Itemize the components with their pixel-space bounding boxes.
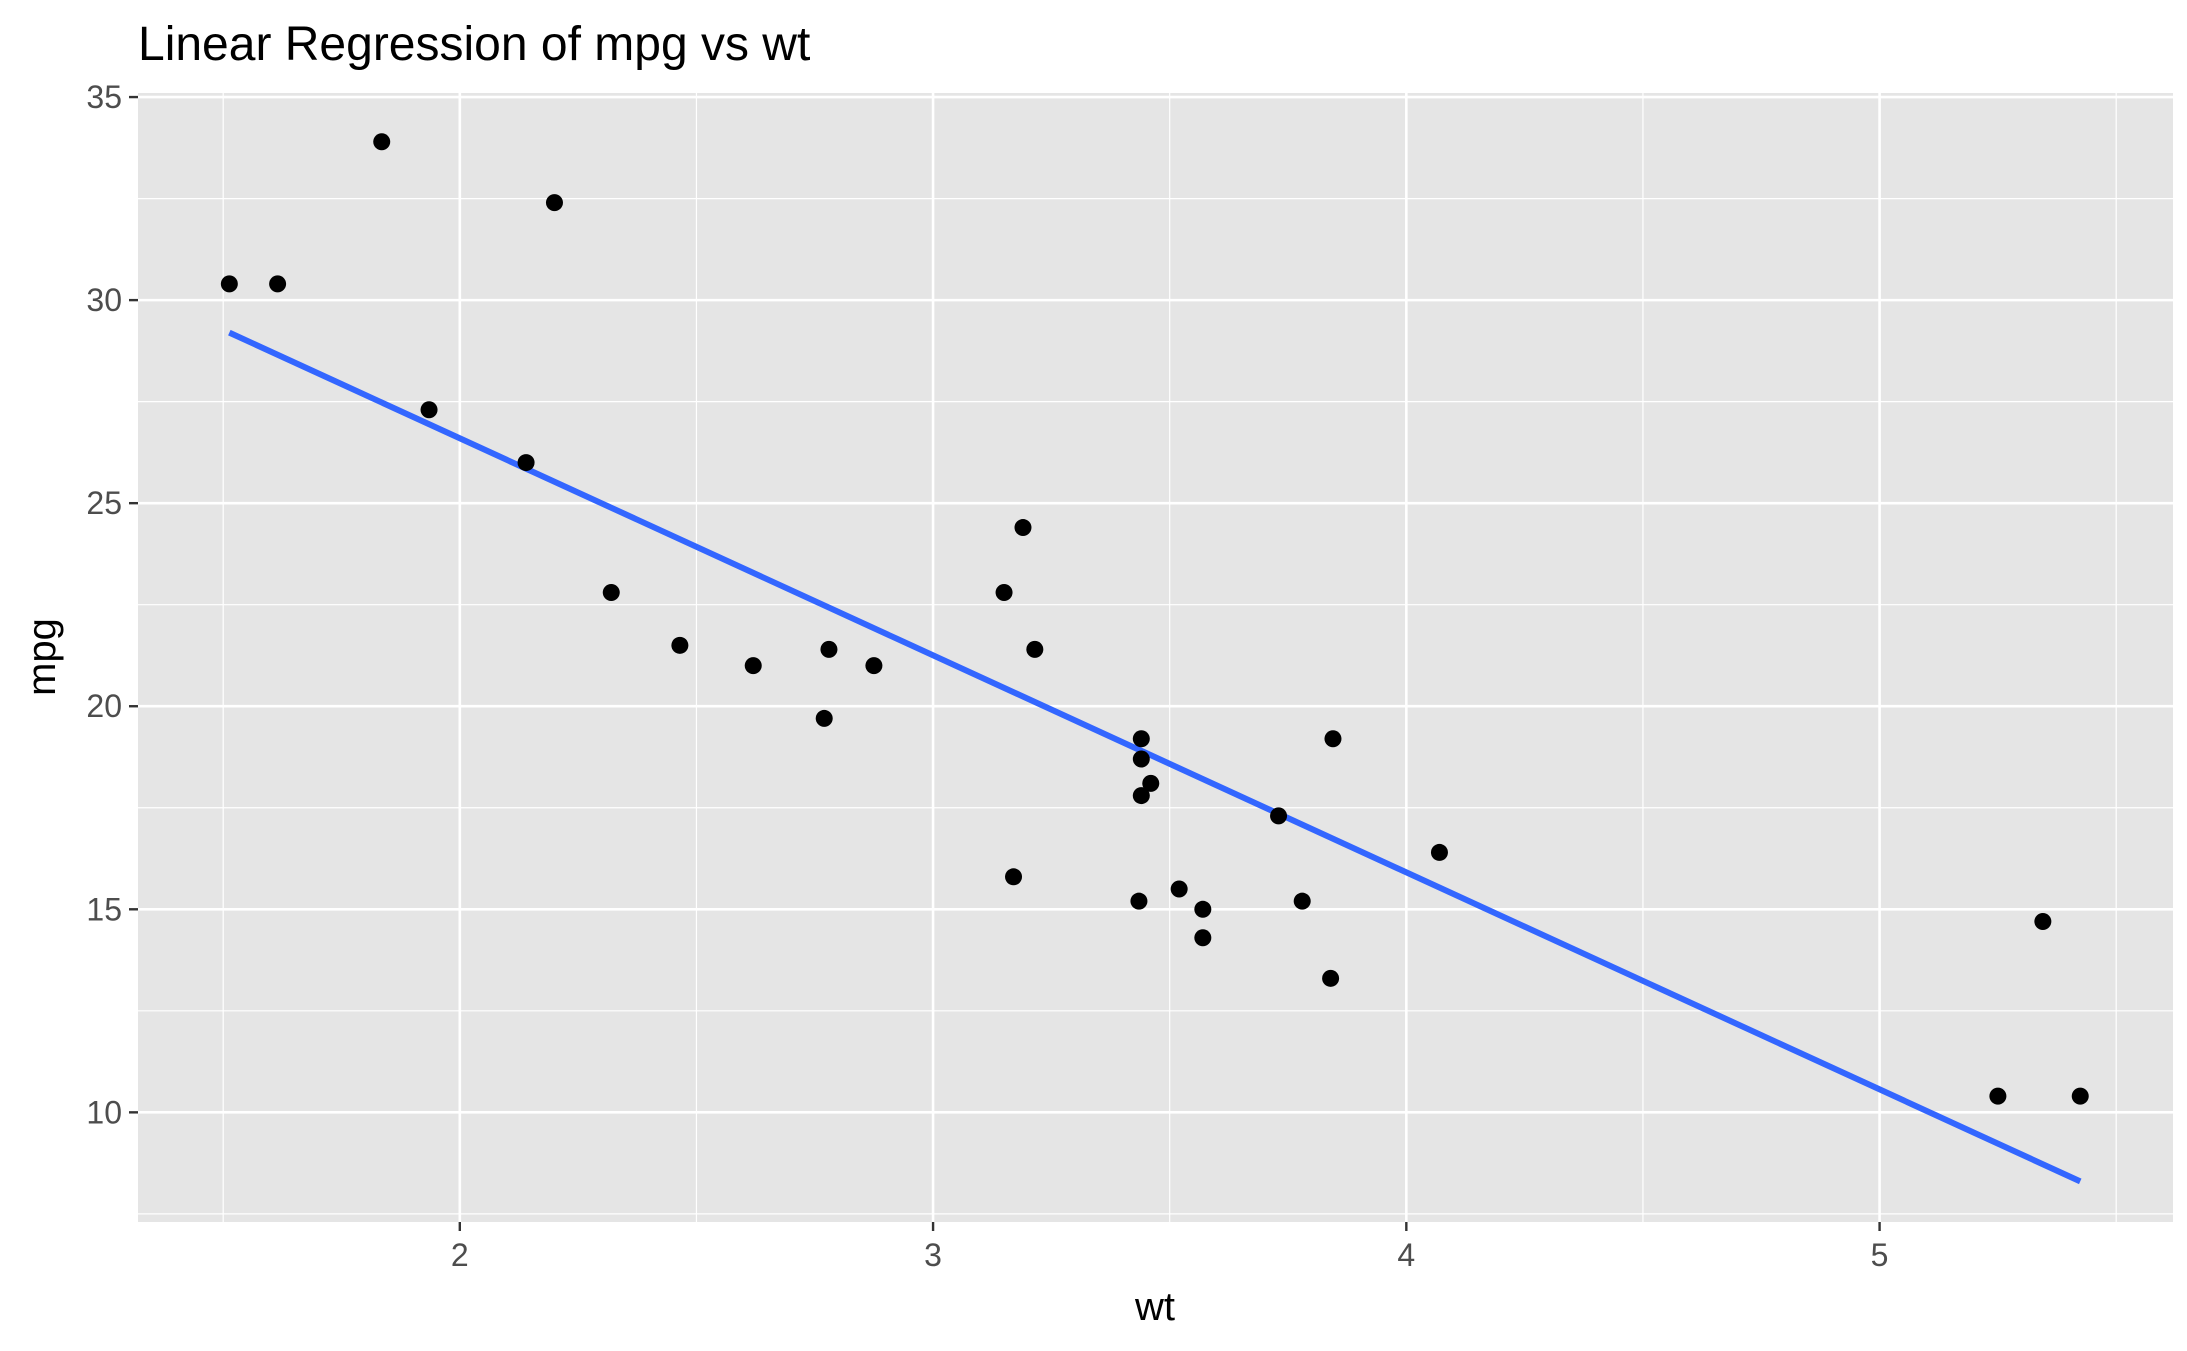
x-tick-label: 5 — [1871, 1237, 1889, 1273]
data-point — [1170, 880, 1188, 898]
data-point — [1132, 750, 1150, 768]
data-point — [269, 275, 287, 293]
data-point — [1270, 807, 1288, 825]
x-tick-label: 2 — [451, 1237, 469, 1273]
data-points — [220, 133, 2089, 1105]
y-axis: 10 15 20 25 30 35 — [86, 79, 138, 1130]
data-point — [517, 454, 535, 472]
data-point — [865, 657, 883, 675]
data-point — [671, 636, 689, 654]
y-tick-label: 30 — [86, 282, 122, 318]
data-point — [373, 133, 391, 151]
data-point — [220, 275, 238, 293]
regression-line — [228, 329, 2082, 1185]
data-point — [420, 401, 438, 419]
data-point — [1322, 969, 1340, 987]
data-point — [1005, 868, 1023, 886]
data-point — [1132, 730, 1150, 748]
data-point — [995, 584, 1013, 602]
data-point — [1194, 900, 1212, 918]
data-point — [1026, 640, 1044, 658]
data-point — [1324, 730, 1342, 748]
data-point — [815, 709, 833, 727]
data-point — [2034, 912, 2052, 930]
data-point — [545, 194, 563, 212]
data-point — [2071, 1087, 2089, 1105]
y-tick-label: 35 — [86, 79, 122, 115]
plot-panel — [138, 93, 2173, 1222]
chart-title: Linear Regression of mpg vs wt — [138, 18, 810, 71]
data-point — [1194, 929, 1212, 947]
y-tick-label: 20 — [86, 688, 122, 724]
data-point — [1989, 1087, 2007, 1105]
data-point — [820, 640, 838, 658]
x-tick-label: 4 — [1397, 1237, 1415, 1273]
minor-grid — [138, 93, 2173, 1222]
data-point — [1293, 892, 1311, 910]
data-point — [744, 657, 762, 675]
x-axis: 2 3 4 5 — [451, 1222, 1889, 1273]
y-axis-title: mpg — [20, 618, 64, 696]
data-point — [1142, 774, 1160, 792]
x-tick-label: 3 — [924, 1237, 942, 1273]
data-point — [1430, 843, 1448, 861]
data-point — [602, 584, 620, 602]
data-point — [1132, 787, 1150, 805]
y-tick-label: 15 — [86, 891, 122, 927]
y-tick-label: 25 — [86, 485, 122, 521]
x-axis-title: wt — [1134, 1285, 1175, 1329]
data-point — [1014, 519, 1032, 537]
y-tick-label: 10 — [86, 1094, 122, 1130]
data-point — [1130, 892, 1148, 910]
